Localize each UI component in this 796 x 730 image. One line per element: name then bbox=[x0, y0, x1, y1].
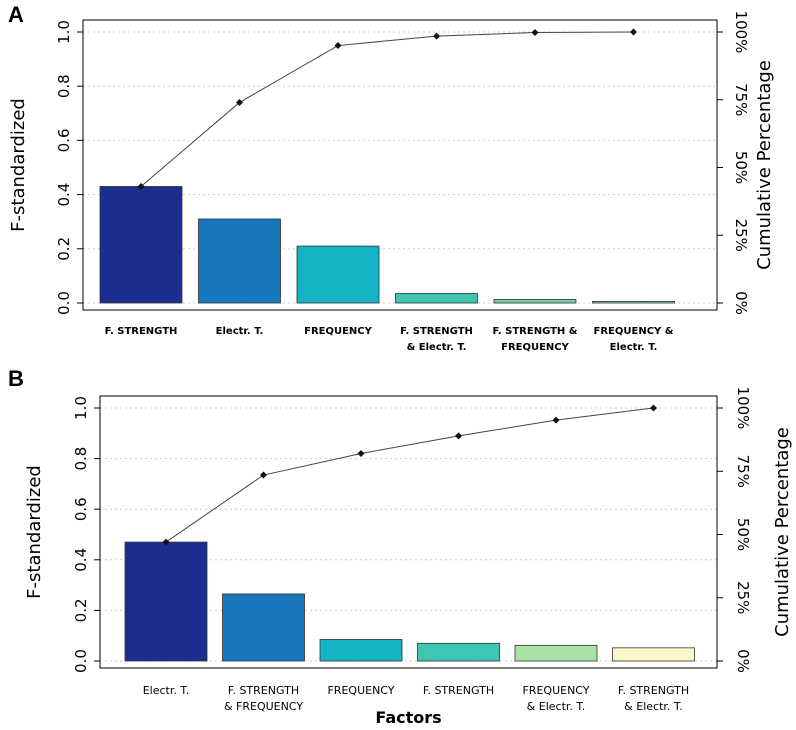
panel-b-category-label: FREQUENCY & Electr. T. bbox=[522, 684, 589, 713]
panel-a-category-label-line: F. STRENGTH bbox=[105, 326, 178, 337]
panel-a-y2tick-label: 0% bbox=[732, 291, 750, 315]
panel-a-bar bbox=[198, 218, 281, 304]
panel-b-cumulative-point bbox=[357, 450, 365, 458]
panel-b-xlabel: Factors bbox=[375, 708, 441, 727]
panel-b-ytick-label: 0.0 bbox=[72, 649, 90, 673]
panel-b-category-label: Electr. T. bbox=[143, 684, 190, 697]
panel-a-category-label: F. STRENGTH & Electr. T. bbox=[400, 326, 473, 353]
panel-a-category-label-line: & Electr. T. bbox=[407, 342, 467, 353]
panel-a: A 0.0 0.2 0.4 0.6 0.8 1.0 0% 25% 50% 75% 100% F-stan… bbox=[8, 2, 775, 353]
panel-b-cumulative-point bbox=[650, 404, 657, 412]
panel-b-category-label-line: & Electr. T. bbox=[624, 700, 683, 713]
panel-b-category-label-line: FREQUENCY bbox=[327, 684, 394, 697]
panel-a-ytick-label: 0.8 bbox=[55, 74, 73, 98]
panel-b-y2tick-label: 100% bbox=[734, 387, 752, 430]
panel-a-y2tick-label: 50% bbox=[732, 151, 750, 184]
panel-b-letter: B bbox=[8, 366, 24, 391]
panel-b-cumulative-point bbox=[162, 538, 170, 546]
panel-a-bar bbox=[296, 245, 380, 304]
panel-a-ytick-label: 0.6 bbox=[55, 128, 73, 152]
panel-a-category-label-line: Electr. T. bbox=[610, 342, 658, 353]
panel-b-bar bbox=[124, 541, 208, 662]
panel-a-cumulative-point bbox=[433, 32, 440, 40]
panel-b-category-label-line: FREQUENCY bbox=[522, 684, 589, 697]
panel-b-bar bbox=[514, 644, 598, 662]
panel-b-cumulative-point bbox=[455, 432, 462, 440]
panel-b-y2label: Cumulative Percentage bbox=[772, 427, 793, 637]
panel-b-bar bbox=[222, 593, 305, 662]
panel-a-category-label: F. STRENGTH & FREQUENCY bbox=[493, 326, 578, 353]
panel-b-ytick-label: 1.0 bbox=[72, 396, 90, 420]
panel-b-y2tick-label: 75% bbox=[734, 455, 752, 488]
panel-b-cumulative-line bbox=[165, 407, 654, 543]
panel-b-category-label-line: & FREQUENCY bbox=[224, 700, 303, 713]
panel-b-bar bbox=[319, 639, 403, 662]
panel-a-category-label-line: Electr. T. bbox=[216, 326, 264, 337]
panel-a-y2tick-label: 100% bbox=[732, 11, 750, 54]
panel-a-ytick-label: 1.0 bbox=[55, 20, 73, 44]
panel-b-category-label: F. STRENGTH & FREQUENCY bbox=[224, 684, 303, 713]
panel-b-category-label-line: F. STRENGTH bbox=[423, 684, 494, 697]
panel-b-ytick-label: 0.4 bbox=[72, 548, 90, 572]
panel-a-cumulative-point bbox=[236, 98, 243, 106]
panel-a-bar bbox=[493, 299, 577, 304]
panel-b-category-label-line: F. STRENGTH bbox=[618, 684, 689, 697]
panel-a-ytick-label: 0.4 bbox=[55, 183, 73, 207]
panel-b-ylabel: F-standardized bbox=[24, 465, 45, 599]
panel-a-category-label-line: F. STRENGTH bbox=[400, 326, 473, 337]
panel-a-plot-frame bbox=[82, 19, 718, 311]
panel-a-category-label-line: F. STRENGTH & bbox=[493, 326, 578, 337]
panel-a-cumulative-point bbox=[531, 29, 539, 37]
panel-a-y2tick-label: 25% bbox=[732, 219, 750, 252]
panel-b-category-label-line: Electr. T. bbox=[143, 684, 190, 697]
panel-b-cumulative-point bbox=[260, 471, 267, 479]
panel-a-cumulative-point bbox=[137, 182, 145, 190]
panel-a-category-label: F. STRENGTH bbox=[105, 326, 178, 337]
panel-b-bar bbox=[417, 642, 500, 662]
panel-a-cumulative-line bbox=[140, 31, 634, 187]
panel-b-y2tick-label: 50% bbox=[734, 518, 752, 551]
panel-b-category-label: FREQUENCY bbox=[327, 684, 394, 697]
panel-b-ytick-label: 0.8 bbox=[72, 447, 90, 471]
panel-a-bar bbox=[395, 293, 478, 304]
panel-b-category-label: F. STRENGTH bbox=[423, 684, 494, 697]
panel-b-y2tick-label: 0% bbox=[734, 649, 752, 673]
panel-a-category-label-line: FREQUENCY bbox=[304, 326, 373, 337]
panel-b-category-label: F. STRENGTH & Electr. T. bbox=[618, 684, 689, 713]
panel-a-cumulative-point bbox=[630, 28, 637, 36]
panel-a-ytick-label: 0.2 bbox=[55, 237, 73, 261]
panel-b-plot-frame bbox=[99, 395, 718, 669]
panel-a-ytick-label: 0.0 bbox=[55, 291, 73, 315]
panel-b-bar bbox=[612, 647, 695, 662]
panel-a-category-label: Electr. T. bbox=[216, 326, 264, 337]
panel-a-category-label-line: FREQUENCY bbox=[501, 342, 570, 353]
panel-a-category-label: FREQUENCY bbox=[304, 326, 373, 337]
panel-a-bar bbox=[592, 300, 675, 304]
panel-a-category-label: FREQUENCY & Electr. T. bbox=[594, 326, 674, 353]
panel-b-category-label-line: & Electr. T. bbox=[527, 700, 586, 713]
panel-a-y2label: Cumulative Percentage bbox=[754, 60, 775, 270]
panel-a-ylabel: F-standardized bbox=[8, 98, 29, 232]
panel-b-cumulative-point bbox=[552, 416, 560, 424]
panel-b-y2tick-label: 25% bbox=[734, 581, 752, 614]
panel-b-ytick-label: 0.6 bbox=[72, 497, 90, 521]
panel-a-y2tick-label: 75% bbox=[732, 83, 750, 116]
panel-a-category-label-line: FREQUENCY & bbox=[594, 326, 674, 337]
panel-a-letter: A bbox=[8, 2, 24, 27]
panel-b-category-label-line: F. STRENGTH bbox=[228, 684, 299, 697]
panel-a-cumulative-point bbox=[334, 42, 342, 50]
panel-b-ytick-label: 0.2 bbox=[72, 598, 90, 622]
panel-a-bar bbox=[99, 186, 183, 304]
panel-b: B 0.0 0.2 0.4 0.6 0.8 1.0 0% 25% 50% 75% 100% F-stan… bbox=[8, 366, 793, 727]
